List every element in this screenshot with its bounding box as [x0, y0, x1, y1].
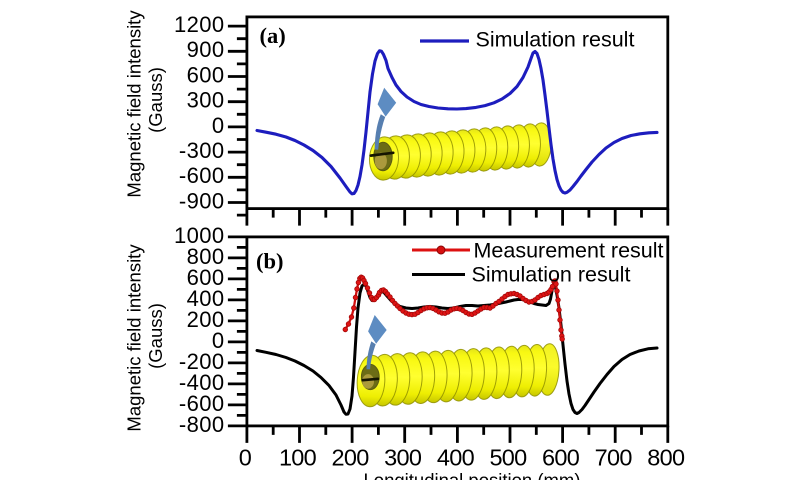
svg-text:Simulation result: Simulation result: [476, 27, 635, 51]
svg-text:-900: -900: [179, 188, 225, 213]
svg-text:0: 0: [239, 444, 252, 470]
svg-text:0: 0: [212, 113, 225, 138]
svg-text:800: 800: [187, 244, 225, 269]
svg-text:-400: -400: [179, 370, 225, 395]
svg-text:(b): (b): [256, 248, 284, 273]
svg-text:-600: -600: [179, 163, 225, 188]
svg-text:100: 100: [279, 444, 317, 470]
svg-text:(a): (a): [260, 23, 286, 48]
svg-text:0: 0: [212, 328, 225, 353]
svg-text:-600: -600: [179, 391, 225, 416]
svg-text:300: 300: [187, 88, 225, 113]
svg-text:-200: -200: [179, 349, 225, 374]
svg-text:900: 900: [187, 37, 225, 62]
svg-text:Simulation result: Simulation result: [472, 263, 631, 287]
svg-text:200: 200: [187, 307, 225, 332]
svg-text:400: 400: [187, 286, 225, 311]
svg-text:(Gauss): (Gauss): [145, 67, 166, 133]
svg-text:600: 600: [542, 444, 580, 470]
svg-text:-800: -800: [179, 412, 225, 437]
svg-text:500: 500: [489, 444, 527, 470]
svg-text:800: 800: [647, 444, 685, 470]
svg-text:1000: 1000: [174, 223, 225, 248]
svg-text:400: 400: [437, 444, 475, 470]
svg-text:600: 600: [187, 265, 225, 290]
svg-text:Measurement result: Measurement result: [474, 238, 664, 262]
svg-text:1200: 1200: [174, 12, 225, 37]
svg-text:(Gauss): (Gauss): [145, 303, 166, 369]
svg-text:600: 600: [187, 62, 225, 87]
svg-text:-300: -300: [179, 138, 225, 163]
svg-text:300: 300: [384, 444, 422, 470]
svg-text:Longitudinal position (mm): Longitudinal position (mm): [364, 469, 581, 480]
svg-text:Magnetic field intensity: Magnetic field intensity: [124, 244, 145, 432]
svg-text:700: 700: [595, 444, 633, 470]
svg-text:200: 200: [332, 444, 370, 470]
svg-text:Magnetic field intensity: Magnetic field intensity: [124, 10, 145, 198]
